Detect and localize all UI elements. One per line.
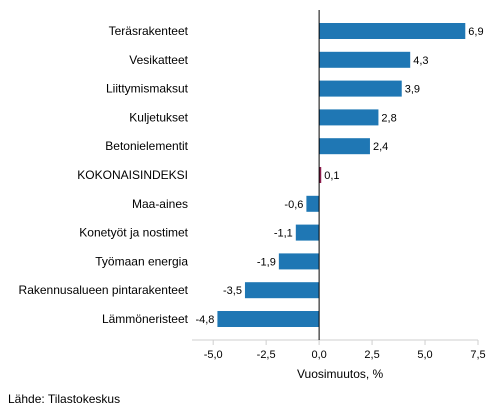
value-label: 6,9: [468, 26, 483, 38]
bar-11: [217, 311, 320, 327]
x-axis: -5,0 -2,5 0,0 2,5 5,0 7,5: [192, 339, 486, 361]
category-label: Maa-aines: [132, 197, 188, 211]
bar-6: [319, 167, 322, 183]
category-labels-group: Teräsrakenteet Vesikatteet Liittymismaksut…: [19, 24, 189, 326]
bar-3: [319, 80, 402, 97]
bar-5: [319, 138, 370, 155]
value-label: 0,1: [324, 170, 339, 182]
bar-9: [278, 253, 320, 270]
value-label: -1,1: [274, 228, 293, 240]
bar-10: [244, 282, 320, 299]
x-tick-label: 0,0: [311, 349, 326, 361]
category-label: Kuljetukset: [129, 110, 188, 124]
bar-7: [306, 195, 320, 212]
category-label: Lämmöneristeet: [102, 312, 189, 326]
bar-8: [295, 224, 320, 241]
bar-1: [319, 23, 466, 39]
bars-group: [217, 23, 466, 327]
value-label: 3,9: [405, 84, 420, 96]
value-label: -1,9: [257, 256, 276, 268]
x-tick-label: 2,5: [364, 349, 379, 361]
bar-4: [319, 109, 379, 126]
category-label: Työmaan energia: [95, 254, 188, 268]
value-label: 4,3: [413, 55, 428, 67]
value-label: -3,5: [223, 285, 242, 297]
category-label: Konetyöt ja nostimet: [79, 226, 188, 240]
x-tick-label: -5,0: [204, 349, 223, 361]
category-label: Teräsrakenteet: [109, 24, 189, 38]
x-tick-label: 5,0: [417, 349, 432, 361]
x-tick-label: 7,5: [470, 349, 485, 361]
x-tick-label: -2,5: [257, 349, 276, 361]
category-label: Betonielementit: [105, 139, 188, 153]
value-label: -4,8: [195, 314, 214, 326]
x-axis-title: Vuosimuutos, %: [297, 367, 384, 381]
category-label: Vesikatteet: [129, 53, 188, 67]
category-label: KOKONAISINDEKSI: [77, 168, 188, 182]
bar-chart: Teräsrakenteet Vesikatteet Liittymismaksut…: [19, 10, 486, 381]
value-label: -0,6: [284, 199, 303, 211]
bar-2: [319, 51, 411, 68]
value-label: 2,8: [381, 112, 396, 124]
category-label: Rakennusalueen pintarakenteet: [19, 283, 189, 297]
value-label: 2,4: [373, 141, 388, 153]
value-labels-group: 6,9 4,3 3,9 2,8 2,4 0,1 -0,6 -1,1 -1,9 -3,5 -4,8: [195, 26, 483, 326]
source-note: Lähde: Tilastokeskus: [8, 392, 121, 406]
category-label: Liittymismaksut: [106, 82, 189, 96]
